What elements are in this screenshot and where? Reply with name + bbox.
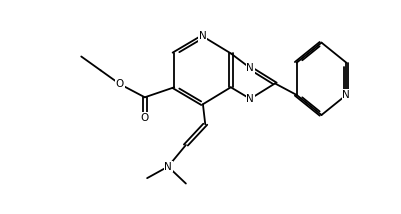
Text: N: N	[246, 94, 253, 104]
Text: O: O	[140, 113, 148, 123]
Text: O: O	[115, 79, 124, 89]
Text: N: N	[164, 162, 172, 172]
Text: N: N	[198, 31, 206, 42]
Text: N: N	[246, 63, 253, 73]
Text: N: N	[342, 90, 349, 100]
